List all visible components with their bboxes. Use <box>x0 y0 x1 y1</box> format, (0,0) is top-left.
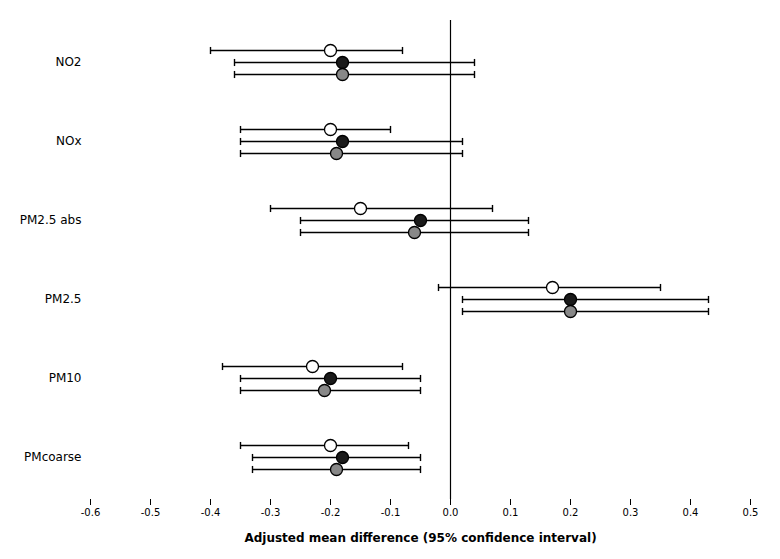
svg-text:Adjusted mean difference (95%: Adjusted mean difference (95% confidence… <box>244 531 596 545</box>
svg-text:-0.1: -0.1 <box>381 507 401 518</box>
svg-text:0.5: 0.5 <box>743 507 759 518</box>
svg-text:PM2.5: PM2.5 <box>45 292 82 306</box>
svg-text:-0.6: -0.6 <box>81 507 101 518</box>
svg-text:NO2: NO2 <box>55 55 81 69</box>
svg-text:-0.2: -0.2 <box>321 507 341 518</box>
svg-text:0.2: 0.2 <box>563 507 579 518</box>
svg-text:-0.3: -0.3 <box>261 507 281 518</box>
svg-text:-0.5: -0.5 <box>141 507 161 518</box>
svg-text:0.1: 0.1 <box>503 507 519 518</box>
svg-text:0.4: 0.4 <box>683 507 699 518</box>
svg-text:0.0: 0.0 <box>443 507 459 518</box>
svg-text:-0.4: -0.4 <box>201 507 221 518</box>
svg-text:0.3: 0.3 <box>623 507 639 518</box>
svg-text:PMcoarse: PMcoarse <box>24 450 81 464</box>
svg-text:PM2.5 abs: PM2.5 abs <box>20 213 82 227</box>
svg-text:PM10: PM10 <box>49 371 82 385</box>
svg-text:NOx: NOx <box>56 134 82 148</box>
